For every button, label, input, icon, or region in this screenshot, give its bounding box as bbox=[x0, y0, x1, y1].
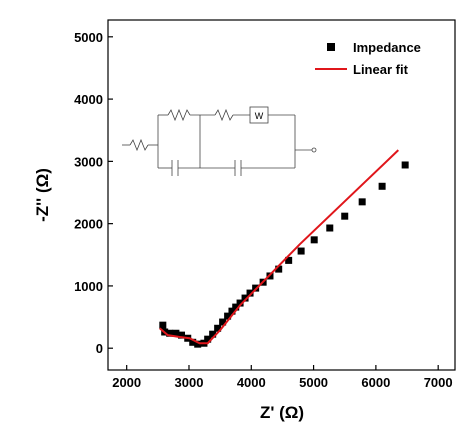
data-point bbox=[178, 331, 186, 339]
circuit-diagram bbox=[122, 106, 317, 176]
data-point bbox=[172, 329, 180, 337]
y-tick-label: 2000 bbox=[74, 217, 103, 232]
x-tick-label: 4000 bbox=[237, 375, 266, 390]
data-point bbox=[219, 318, 227, 326]
data-point bbox=[194, 340, 202, 348]
y-tick-label: 4000 bbox=[74, 92, 103, 107]
data-point bbox=[275, 265, 283, 273]
data-point bbox=[358, 198, 366, 206]
y-tick-label: 1000 bbox=[74, 279, 103, 294]
circuit-label: W bbox=[255, 111, 264, 121]
data-point bbox=[246, 289, 254, 297]
x-axis-label: Z' (Ω) bbox=[260, 403, 304, 422]
data-point bbox=[236, 299, 244, 307]
data-point bbox=[297, 247, 305, 255]
data-point bbox=[232, 303, 240, 311]
x-tick-label: 2000 bbox=[112, 375, 141, 390]
y-tick-label: 5000 bbox=[74, 30, 103, 45]
y-axis-label: -Z'' (Ω) bbox=[33, 168, 52, 222]
legend-label: Linear fit bbox=[353, 62, 409, 77]
data-point bbox=[228, 307, 236, 315]
legend-marker bbox=[327, 43, 335, 51]
data-point bbox=[204, 335, 212, 343]
data-point bbox=[310, 236, 318, 244]
y-tick-label: 3000 bbox=[74, 154, 103, 169]
x-tick-label: 5000 bbox=[299, 375, 328, 390]
data-point bbox=[166, 329, 174, 337]
data-point bbox=[341, 212, 349, 220]
data-point bbox=[189, 338, 197, 346]
data-point bbox=[285, 256, 293, 264]
legend-label: Impedance bbox=[353, 40, 421, 55]
fit-line bbox=[159, 149, 399, 345]
x-tick-label: 7000 bbox=[424, 375, 453, 390]
data-point bbox=[401, 161, 409, 169]
x-tick-label: 3000 bbox=[175, 375, 204, 390]
data-point bbox=[378, 182, 386, 190]
data-point bbox=[326, 224, 334, 232]
data-point bbox=[241, 294, 249, 302]
y-tick-label: 0 bbox=[96, 341, 103, 356]
data-point bbox=[224, 312, 232, 320]
data-point bbox=[159, 321, 167, 329]
x-tick-label: 6000 bbox=[361, 375, 390, 390]
plot-frame bbox=[107, 19, 456, 371]
data-point bbox=[209, 330, 217, 338]
data-point bbox=[214, 324, 222, 332]
